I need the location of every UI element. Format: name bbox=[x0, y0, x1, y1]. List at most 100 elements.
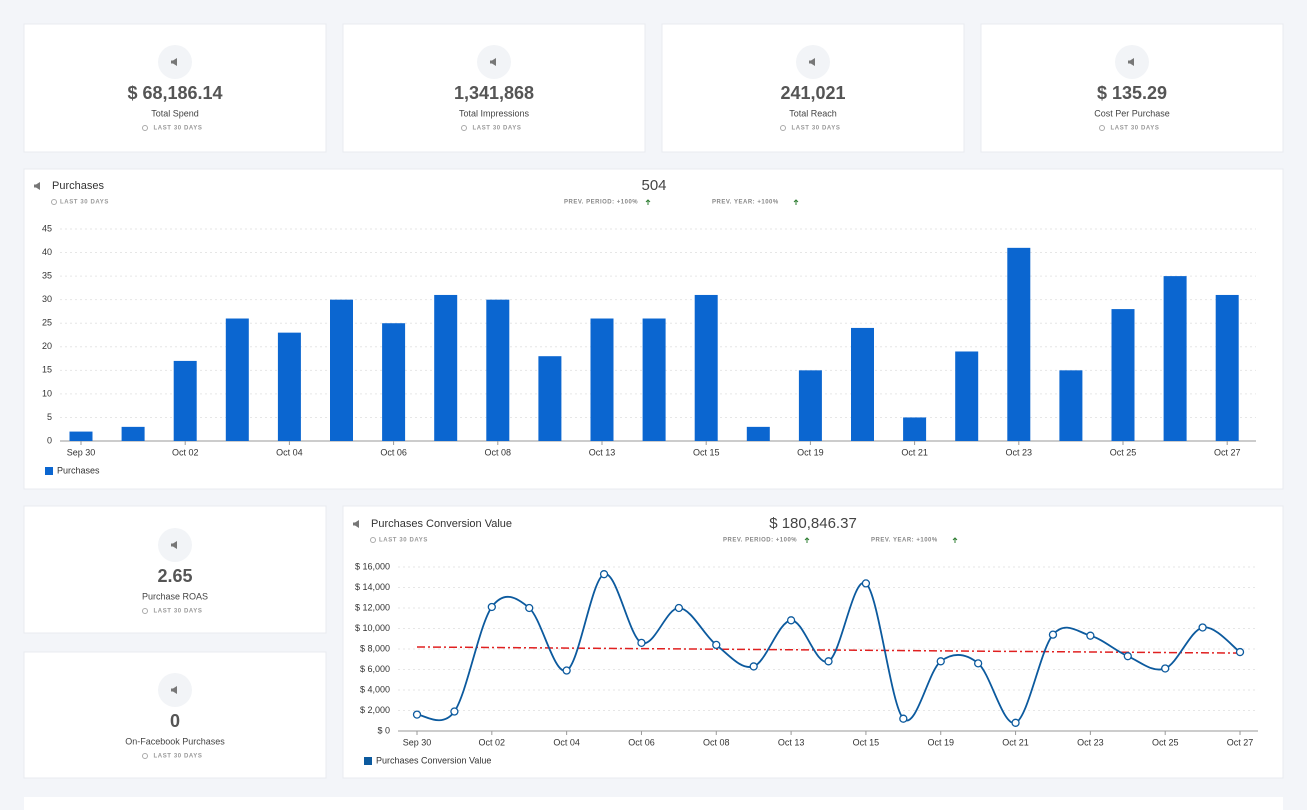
bar bbox=[1059, 370, 1083, 441]
comparison: PREV. YEAR: +100% bbox=[712, 200, 779, 206]
x-tick-label: Oct 08 bbox=[485, 447, 512, 457]
x-tick-label: Oct 21 bbox=[901, 447, 928, 457]
x-tick-label: Oct 02 bbox=[172, 447, 199, 457]
x-tick-label: Oct 25 bbox=[1110, 447, 1137, 457]
bar bbox=[382, 323, 406, 441]
point bbox=[525, 603, 534, 613]
bar bbox=[903, 417, 927, 441]
x-tick-label: Oct 08 bbox=[703, 737, 730, 747]
y-tick-label: $ 16,000 bbox=[355, 561, 390, 571]
x-tick-label: Oct 27 bbox=[1214, 447, 1241, 457]
kpi-label: Purchase ROAS bbox=[142, 591, 208, 601]
kpi-value: $ 68,186.14 bbox=[127, 83, 222, 103]
kpi-period: LAST 30 DAYS bbox=[154, 126, 203, 132]
point bbox=[824, 657, 833, 666]
point bbox=[450, 707, 459, 716]
chart-period: LAST 30 DAYS bbox=[60, 200, 109, 206]
x-tick-label: Oct 13 bbox=[589, 447, 616, 457]
bar bbox=[225, 318, 249, 441]
bar bbox=[851, 327, 874, 441]
bar bbox=[121, 426, 145, 441]
period-icon bbox=[1099, 125, 1105, 131]
period-icon bbox=[142, 753, 148, 759]
comparison: PREV. YEAR: +100% bbox=[871, 538, 938, 544]
y-tick-label: $ 10,000 bbox=[355, 623, 390, 633]
x-tick-label: Oct 04 bbox=[553, 737, 580, 747]
x-tick-label: Oct 04 bbox=[276, 447, 303, 457]
megaphone-icon bbox=[353, 520, 359, 528]
y-tick-label: $ 12,000 bbox=[355, 602, 390, 612]
kpi-value: 2.65 bbox=[157, 566, 192, 586]
trend-line bbox=[416, 646, 1241, 654]
comparison: PREV. PERIOD: +100% bbox=[564, 200, 638, 206]
kpi-period: LAST 30 DAYS bbox=[154, 754, 203, 760]
bar bbox=[486, 299, 510, 441]
bar bbox=[277, 332, 301, 441]
kpi-label: Total Spend bbox=[151, 108, 199, 118]
megaphone-icon bbox=[34, 182, 40, 190]
bar bbox=[434, 294, 458, 441]
point bbox=[899, 714, 908, 723]
legend-swatch bbox=[364, 757, 372, 765]
point bbox=[487, 602, 496, 612]
y-tick-label: 30 bbox=[42, 294, 52, 304]
period-icon bbox=[370, 537, 376, 543]
kpi-value: 241,021 bbox=[780, 83, 845, 103]
card bbox=[24, 797, 1283, 810]
card bbox=[342, 505, 1284, 779]
bar bbox=[1007, 247, 1031, 441]
x-tick-label: Oct 15 bbox=[853, 737, 880, 747]
bar bbox=[642, 318, 666, 441]
point bbox=[562, 666, 571, 675]
y-tick-label: $ 8,000 bbox=[360, 643, 390, 653]
point bbox=[974, 659, 983, 668]
kpi-label: On-Facebook Purchases bbox=[125, 736, 225, 746]
point bbox=[1198, 623, 1207, 632]
x-tick-label: Oct 06 bbox=[628, 737, 655, 747]
bar bbox=[955, 351, 979, 441]
chart-title: Purchases bbox=[52, 180, 104, 192]
card bbox=[23, 505, 327, 634]
period-icon bbox=[142, 125, 148, 131]
x-tick-label: Oct 13 bbox=[778, 737, 805, 747]
point bbox=[1048, 630, 1058, 639]
point bbox=[1086, 631, 1095, 640]
y-tick-label: 15 bbox=[42, 365, 52, 375]
y-tick-label: $ 14,000 bbox=[355, 582, 390, 592]
period-icon bbox=[461, 125, 467, 131]
y-tick-label: 0 bbox=[47, 435, 52, 445]
kpi-value: 0 bbox=[170, 711, 180, 731]
x-tick-label: Oct 02 bbox=[479, 737, 506, 747]
bar bbox=[1215, 294, 1239, 441]
point bbox=[861, 579, 871, 588]
kpi-value: 1,341,868 bbox=[454, 83, 534, 103]
x-tick-label: Oct 21 bbox=[1002, 737, 1029, 747]
bar bbox=[69, 431, 93, 441]
period-icon bbox=[142, 608, 148, 614]
point bbox=[599, 570, 609, 579]
point bbox=[1161, 664, 1170, 673]
point bbox=[749, 662, 758, 671]
y-tick-label: $ 4,000 bbox=[360, 684, 390, 694]
x-tick-label: Sep 30 bbox=[403, 737, 432, 747]
period-icon bbox=[780, 125, 786, 131]
kpi-period: LAST 30 DAYS bbox=[1111, 126, 1160, 132]
megaphone-icon bbox=[171, 541, 177, 549]
kpi-value: $ 135.29 bbox=[1097, 83, 1167, 103]
x-tick-label: Oct 25 bbox=[1152, 737, 1179, 747]
megaphone-icon bbox=[171, 58, 177, 66]
up-arrow bbox=[793, 199, 799, 205]
kpi-label: Cost Per Purchase bbox=[1094, 108, 1170, 118]
legend-swatch bbox=[45, 467, 53, 475]
y-tick-label: $ 6,000 bbox=[360, 664, 390, 674]
chart-total: 504 bbox=[641, 177, 666, 194]
y-tick-label: 5 bbox=[47, 412, 52, 422]
x-tick-label: Sep 30 bbox=[67, 447, 96, 457]
y-tick-label: $ 2,000 bbox=[360, 705, 390, 715]
point bbox=[674, 603, 684, 613]
y-tick-label: 40 bbox=[42, 247, 52, 257]
y-tick-label: 25 bbox=[42, 318, 52, 328]
bar bbox=[173, 360, 197, 441]
bar bbox=[798, 370, 822, 441]
